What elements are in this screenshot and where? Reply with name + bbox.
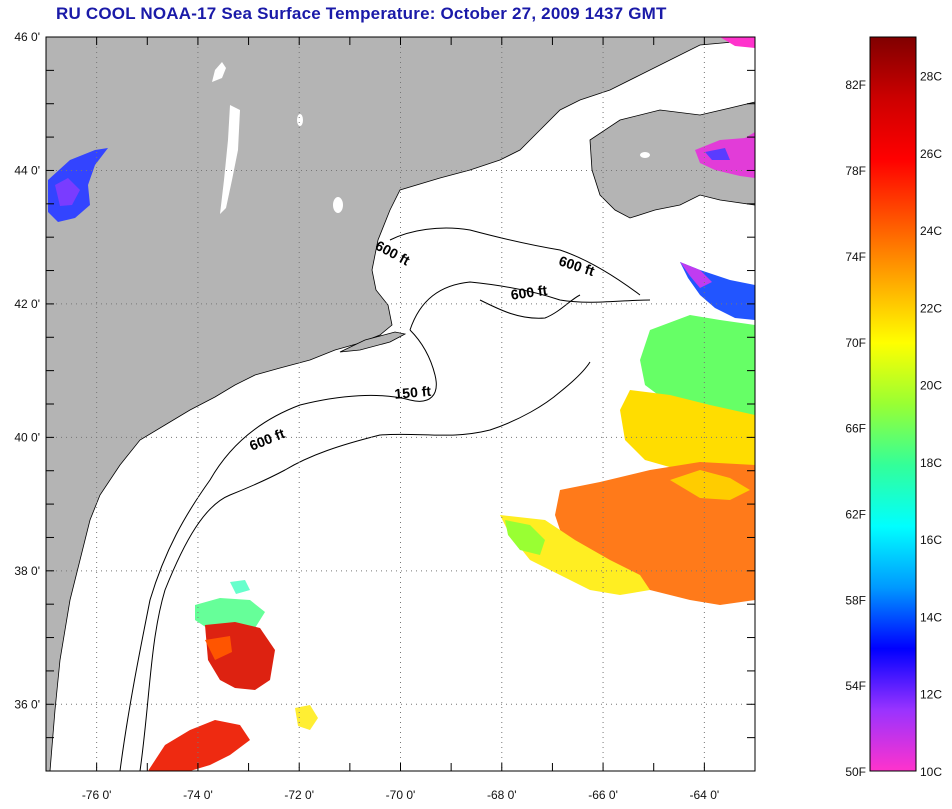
fahrenheit-label: 50F (845, 765, 866, 779)
bathymetry-contours (119, 227, 651, 772)
fahrenheit-label: 54F (845, 679, 866, 693)
lon-tick-label: -70 0' (386, 788, 416, 802)
fahrenheit-label: 66F (845, 422, 866, 436)
celsius-label: 12C (920, 688, 942, 702)
sst-patches (48, 37, 755, 771)
celsius-label: 10C (920, 765, 942, 779)
celsius-label: 26C (920, 147, 942, 161)
axis-labels: -76 0' -74 0' -72 0' -70 0' -68 0' -66 0' -64 … (14, 30, 719, 802)
lat-tick-label: 36 0' (14, 697, 40, 711)
lon-tick-label: -76 0' (82, 788, 112, 802)
celsius-label: 16C (920, 533, 942, 547)
celsius-label: 28C (920, 70, 942, 84)
map-title: RU COOL NOAA-17 Sea Surface Temperature:… (56, 4, 667, 23)
celsius-label: 20C (920, 379, 942, 393)
land-masses (45, 36, 756, 772)
lakes (212, 62, 650, 214)
colorbar-gradient (869, 36, 917, 772)
lat-tick-label: 38 0' (14, 564, 40, 578)
axis-ticks (45, 36, 756, 772)
contour-label: 150 ft (394, 383, 432, 402)
lon-tick-label: -66 0' (588, 788, 618, 802)
celsius-label: 22C (920, 301, 942, 315)
celsius-label: 24C (920, 224, 942, 238)
fahrenheit-label: 58F (845, 593, 866, 607)
fahrenheit-label: 62F (845, 507, 866, 521)
celsius-label: 18C (920, 456, 942, 470)
fahrenheit-label: 78F (845, 164, 866, 178)
lat-tick-label: 46 0' (14, 30, 40, 44)
lon-tick-label: -72 0' (284, 788, 314, 802)
fahrenheit-label: 70F (845, 336, 866, 350)
celsius-label: 14C (920, 610, 942, 624)
lat-tick-label: 42 0' (14, 297, 40, 311)
fahrenheit-label: 74F (845, 250, 866, 264)
lat-tick-label: 44 0' (14, 163, 40, 177)
lon-tick-label: -64 0' (690, 788, 720, 802)
fahrenheit-label: 82F (845, 78, 866, 92)
lon-tick-label: -68 0' (487, 788, 517, 802)
colorbar-labels: 28C 26C 24C 22C 20C 18C 16C 14C 12C 10C 82F 78F 74F 7… (845, 70, 942, 779)
contour-label: 600 ft (510, 282, 549, 303)
lat-tick-label: 40 0' (14, 430, 40, 444)
lon-tick-label: -74 0' (183, 788, 213, 802)
